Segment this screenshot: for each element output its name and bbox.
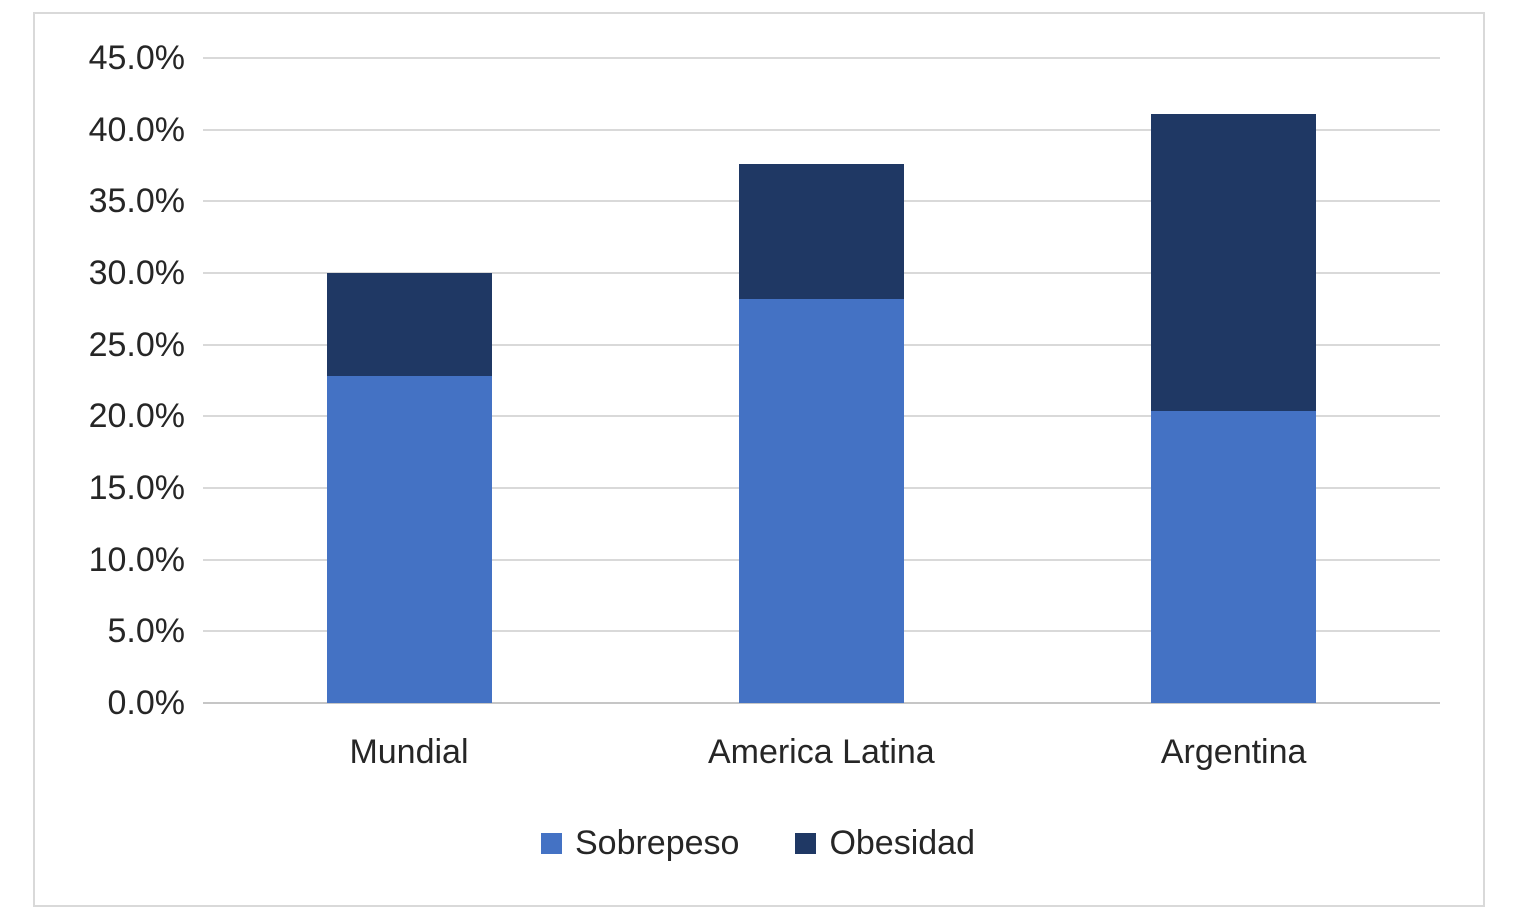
bar-obesidad-america-latina <box>739 164 904 299</box>
y-tick-label: 0.0% <box>107 684 186 722</box>
legend-label-sobrepeso: Sobrepeso <box>574 824 740 862</box>
x-category-label: Mundial <box>349 733 469 771</box>
y-tick-label: 20.0% <box>88 397 185 436</box>
obesidad-swatch-icon <box>795 833 817 854</box>
chart-legend: Sobrepeso Obesidad <box>33 824 1483 863</box>
x-category-label: Argentina <box>1160 733 1307 771</box>
x-category-label: America Latina <box>707 733 935 771</box>
legend-item-obesidad: Obesidad <box>795 824 975 863</box>
y-tick-label: 45.0% <box>88 39 185 77</box>
y-tick-label: 30.0% <box>88 254 185 292</box>
y-tick-label: 25.0% <box>88 325 185 364</box>
x-axis-line <box>203 702 1440 704</box>
y-tick-label: 15.0% <box>88 469 185 507</box>
gridline <box>203 128 1440 131</box>
y-tick-label: 10.0% <box>88 540 185 579</box>
y-tick-label: 40.0% <box>88 110 185 149</box>
bar-sobrepeso-america-latina <box>739 298 904 703</box>
bar-obesidad-mundial <box>326 273 492 377</box>
bar-sobrepeso-argentina <box>1151 410 1317 703</box>
legend-item-sobrepeso: Sobrepeso <box>540 824 740 863</box>
legend-label-obesidad: Obesidad <box>829 824 975 862</box>
y-tick-label: 5.0% <box>107 612 186 651</box>
gridline <box>203 57 1440 59</box>
bar-sobrepeso-mundial <box>326 376 492 703</box>
y-tick-label: 35.0% <box>88 182 185 221</box>
bar-obesidad-argentina <box>1151 113 1317 411</box>
sobrepeso-swatch-icon <box>540 833 562 854</box>
